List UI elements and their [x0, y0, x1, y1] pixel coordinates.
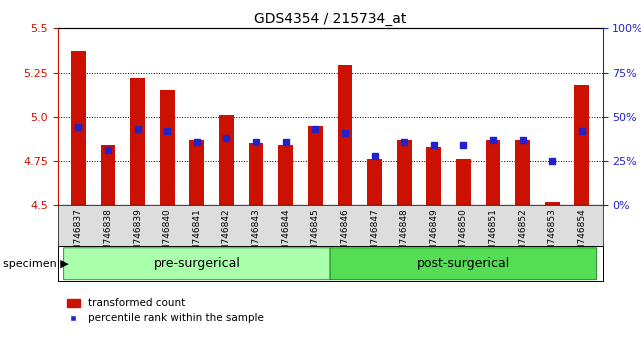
- Text: GSM746847: GSM746847: [370, 209, 379, 263]
- Bar: [515, 140, 530, 205]
- Bar: [574, 85, 589, 205]
- Text: GSM746839: GSM746839: [133, 209, 142, 263]
- Bar: [219, 115, 234, 205]
- Bar: [397, 140, 412, 205]
- Text: GSM746842: GSM746842: [222, 209, 231, 263]
- Text: GSM746846: GSM746846: [340, 209, 349, 263]
- Bar: [71, 51, 86, 205]
- Text: GSM746853: GSM746853: [547, 209, 556, 263]
- Legend: transformed count, percentile rank within the sample: transformed count, percentile rank withi…: [63, 294, 268, 327]
- Title: GDS4354 / 215734_at: GDS4354 / 215734_at: [254, 12, 406, 26]
- Bar: [456, 159, 470, 205]
- Bar: [278, 145, 293, 205]
- Bar: [160, 90, 174, 205]
- Text: GSM746845: GSM746845: [311, 209, 320, 263]
- Bar: [367, 159, 382, 205]
- Text: GSM746844: GSM746844: [281, 209, 290, 263]
- Bar: [486, 140, 501, 205]
- Bar: [190, 140, 204, 205]
- Text: GSM746843: GSM746843: [251, 209, 261, 263]
- Text: post-surgerical: post-surgerical: [417, 257, 510, 270]
- Text: GSM746851: GSM746851: [488, 209, 497, 263]
- Text: GSM746838: GSM746838: [104, 209, 113, 263]
- Bar: [308, 126, 322, 205]
- Bar: [338, 65, 353, 205]
- Text: GSM746854: GSM746854: [578, 209, 587, 263]
- Text: GSM746840: GSM746840: [163, 209, 172, 263]
- Text: GSM746841: GSM746841: [192, 209, 201, 263]
- Bar: [101, 145, 115, 205]
- Bar: [130, 78, 145, 205]
- Text: GSM746848: GSM746848: [399, 209, 409, 263]
- Text: specimen ▶: specimen ▶: [3, 259, 69, 269]
- FancyBboxPatch shape: [63, 248, 330, 280]
- FancyBboxPatch shape: [330, 248, 597, 280]
- Bar: [426, 147, 441, 205]
- Text: GSM746849: GSM746849: [429, 209, 438, 263]
- Text: GSM746837: GSM746837: [74, 209, 83, 263]
- Text: GSM746852: GSM746852: [518, 209, 527, 263]
- Bar: [545, 202, 560, 205]
- Text: GSM746850: GSM746850: [459, 209, 468, 263]
- Bar: [249, 143, 263, 205]
- Text: pre-surgerical: pre-surgerical: [153, 257, 240, 270]
